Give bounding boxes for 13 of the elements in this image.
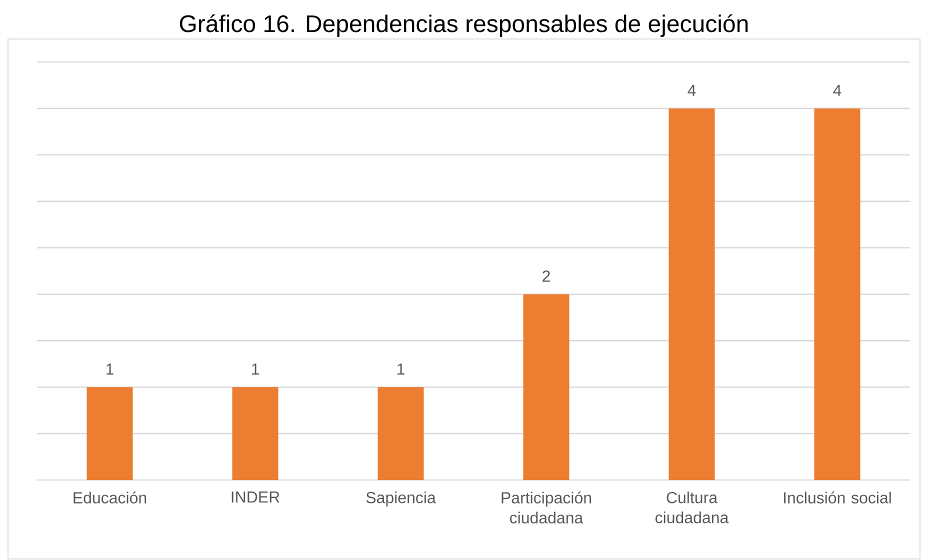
data-label: 4 <box>688 84 696 96</box>
data-label: 4 <box>833 84 842 96</box>
data-label: 1 <box>252 364 259 375</box>
x-tick-label: INDER <box>232 492 280 503</box>
x-tick-label: Participación ciudadana <box>502 492 591 524</box>
x-tick-label: Inclusión social <box>784 492 891 504</box>
data-label: 1 <box>398 364 404 375</box>
x-tick-label: Sapiencia <box>366 492 436 506</box>
data-label: 1 <box>106 364 114 375</box>
chart-title: Gráfico 16. Dependencias responsables de ejecución <box>180 14 748 37</box>
x-tick-label: Cultura ciudadana <box>656 492 729 524</box>
x-tick-label: Educación <box>74 492 146 504</box>
data-label: 2 <box>542 270 550 282</box>
